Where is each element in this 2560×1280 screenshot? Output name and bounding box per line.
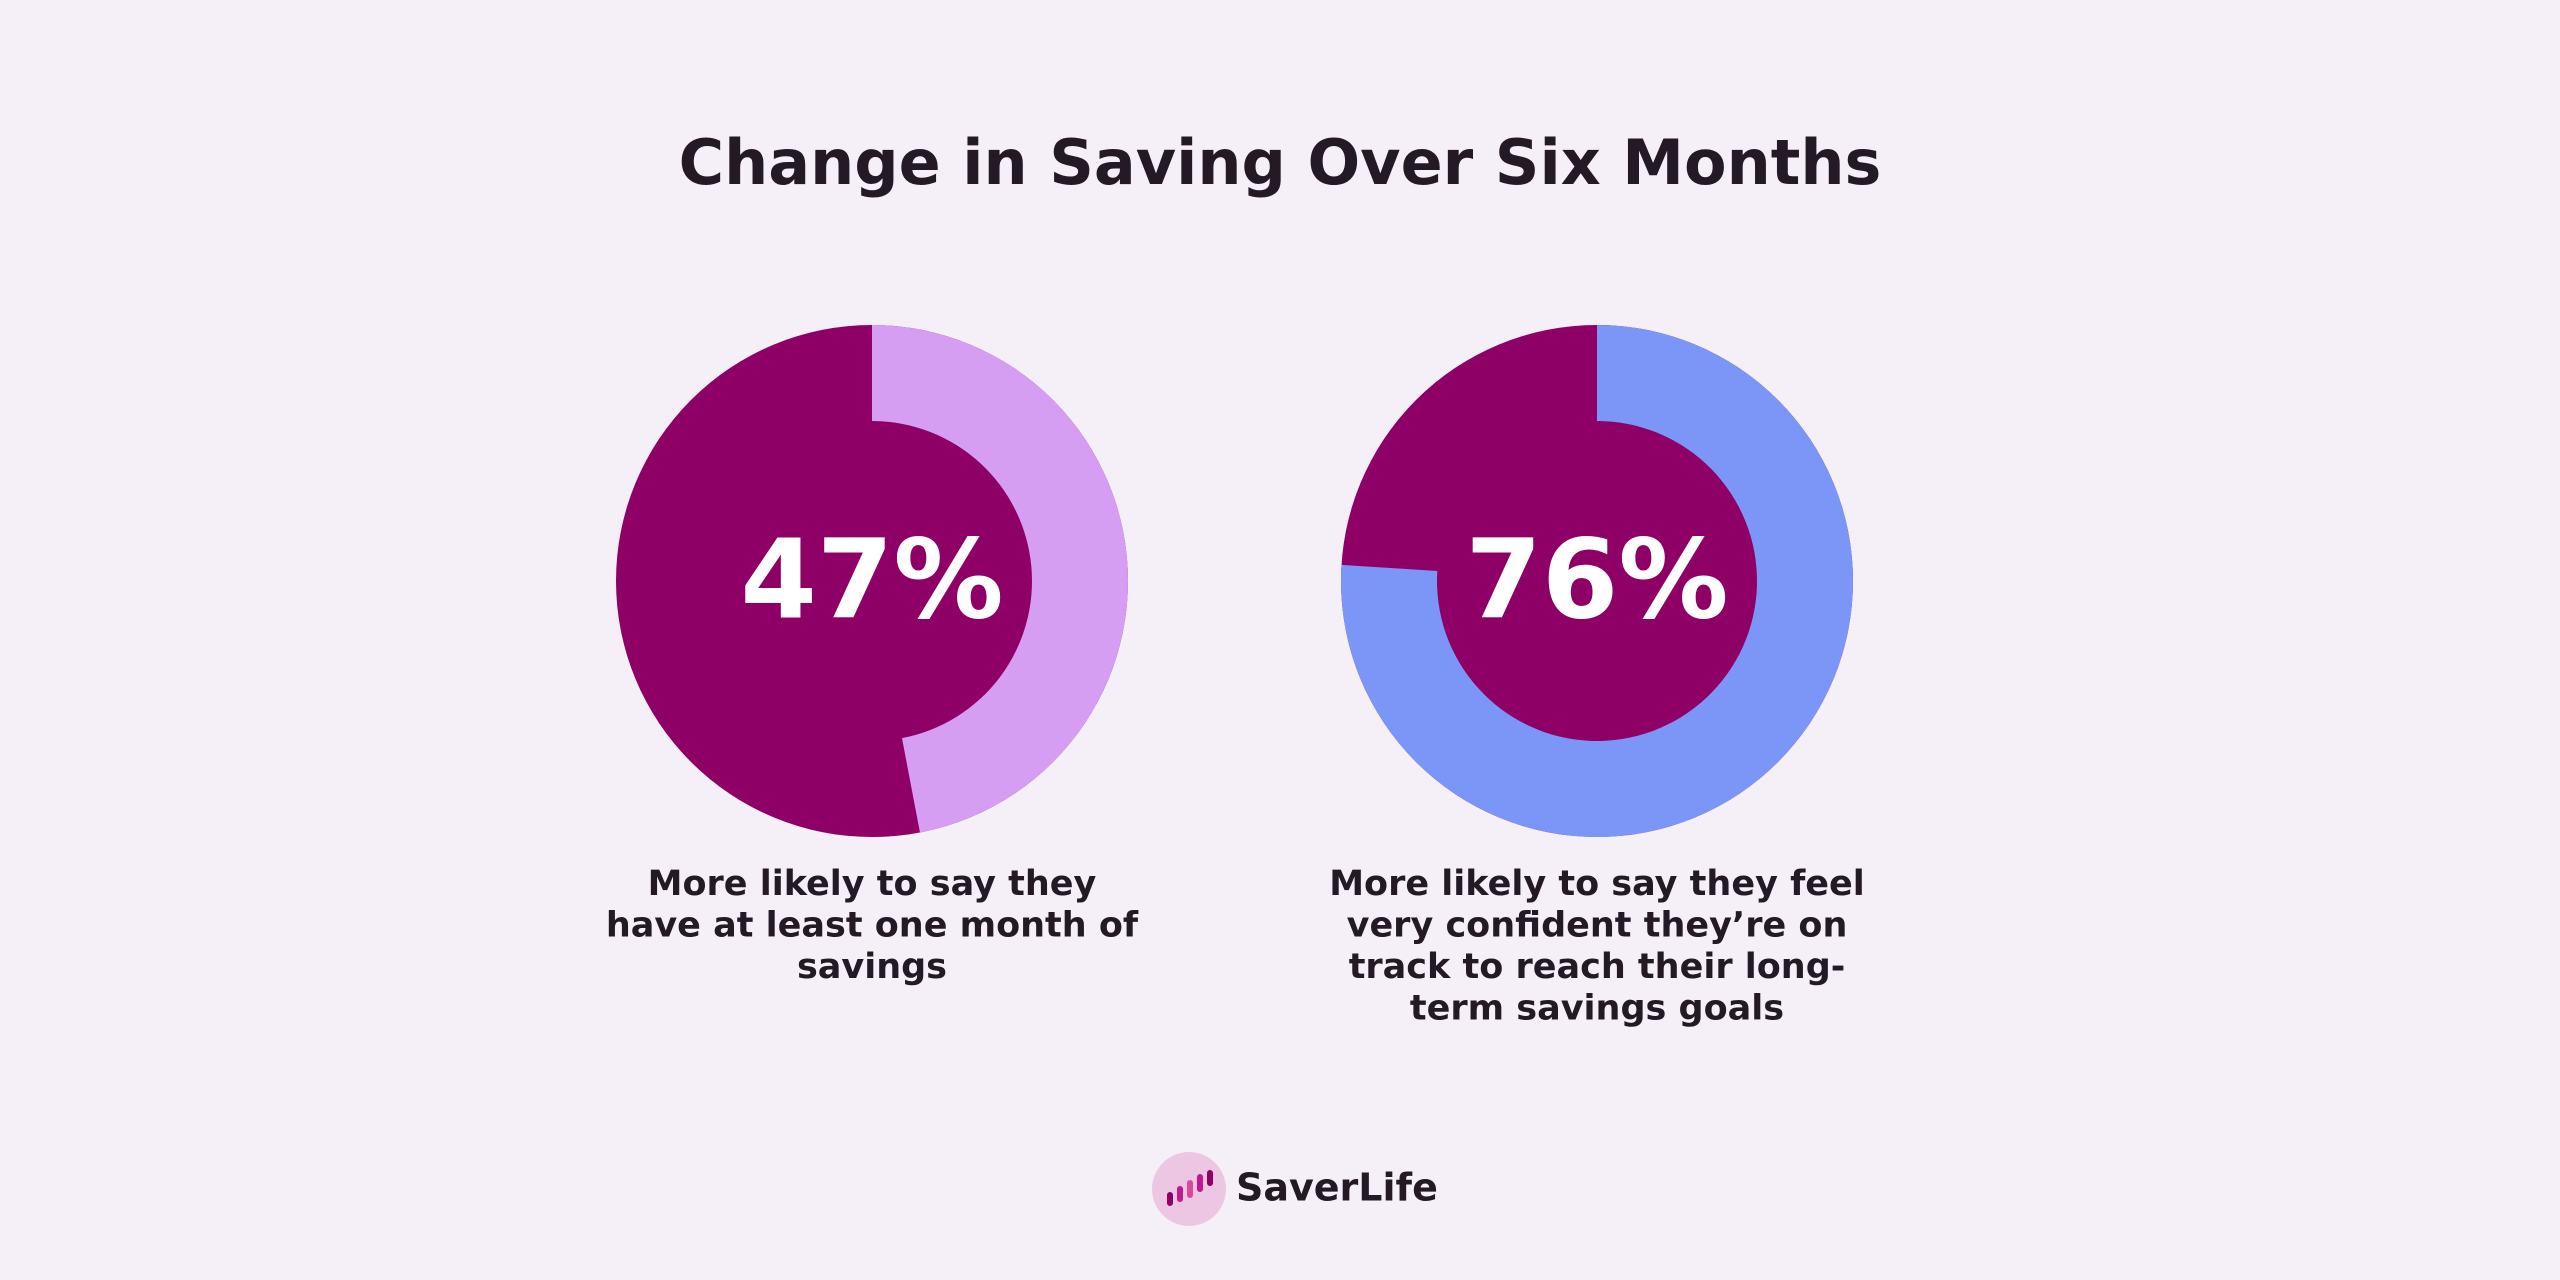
logo-bar <box>1207 1170 1213 1186</box>
caption-line: very confident they’re on <box>1347 906 1848 946</box>
value-label: 76% <box>1465 515 1728 643</box>
logo-bar <box>1167 1192 1173 1206</box>
caption-line: have at least one month of <box>606 906 1139 946</box>
caption-line: track to reach their long- <box>1349 947 1846 987</box>
logo-bar <box>1197 1174 1203 1192</box>
logo-bar <box>1177 1186 1183 1202</box>
title: Change in Saving Over Six Months <box>679 126 1882 199</box>
caption-line: term savings goals <box>1410 989 1784 1029</box>
caption-line: More likely to say they <box>648 864 1097 904</box>
logo: SaverLife <box>1152 1152 1438 1226</box>
caption-line: savings <box>797 947 947 987</box>
donut-segment <box>1341 325 1853 837</box>
donut-segment <box>872 325 1128 833</box>
caption-line: More likely to say they feel <box>1329 864 1865 904</box>
value-label: 47% <box>740 515 1003 643</box>
logo-text: SaverLife <box>1236 1166 1438 1210</box>
logo-bar <box>1187 1180 1193 1198</box>
